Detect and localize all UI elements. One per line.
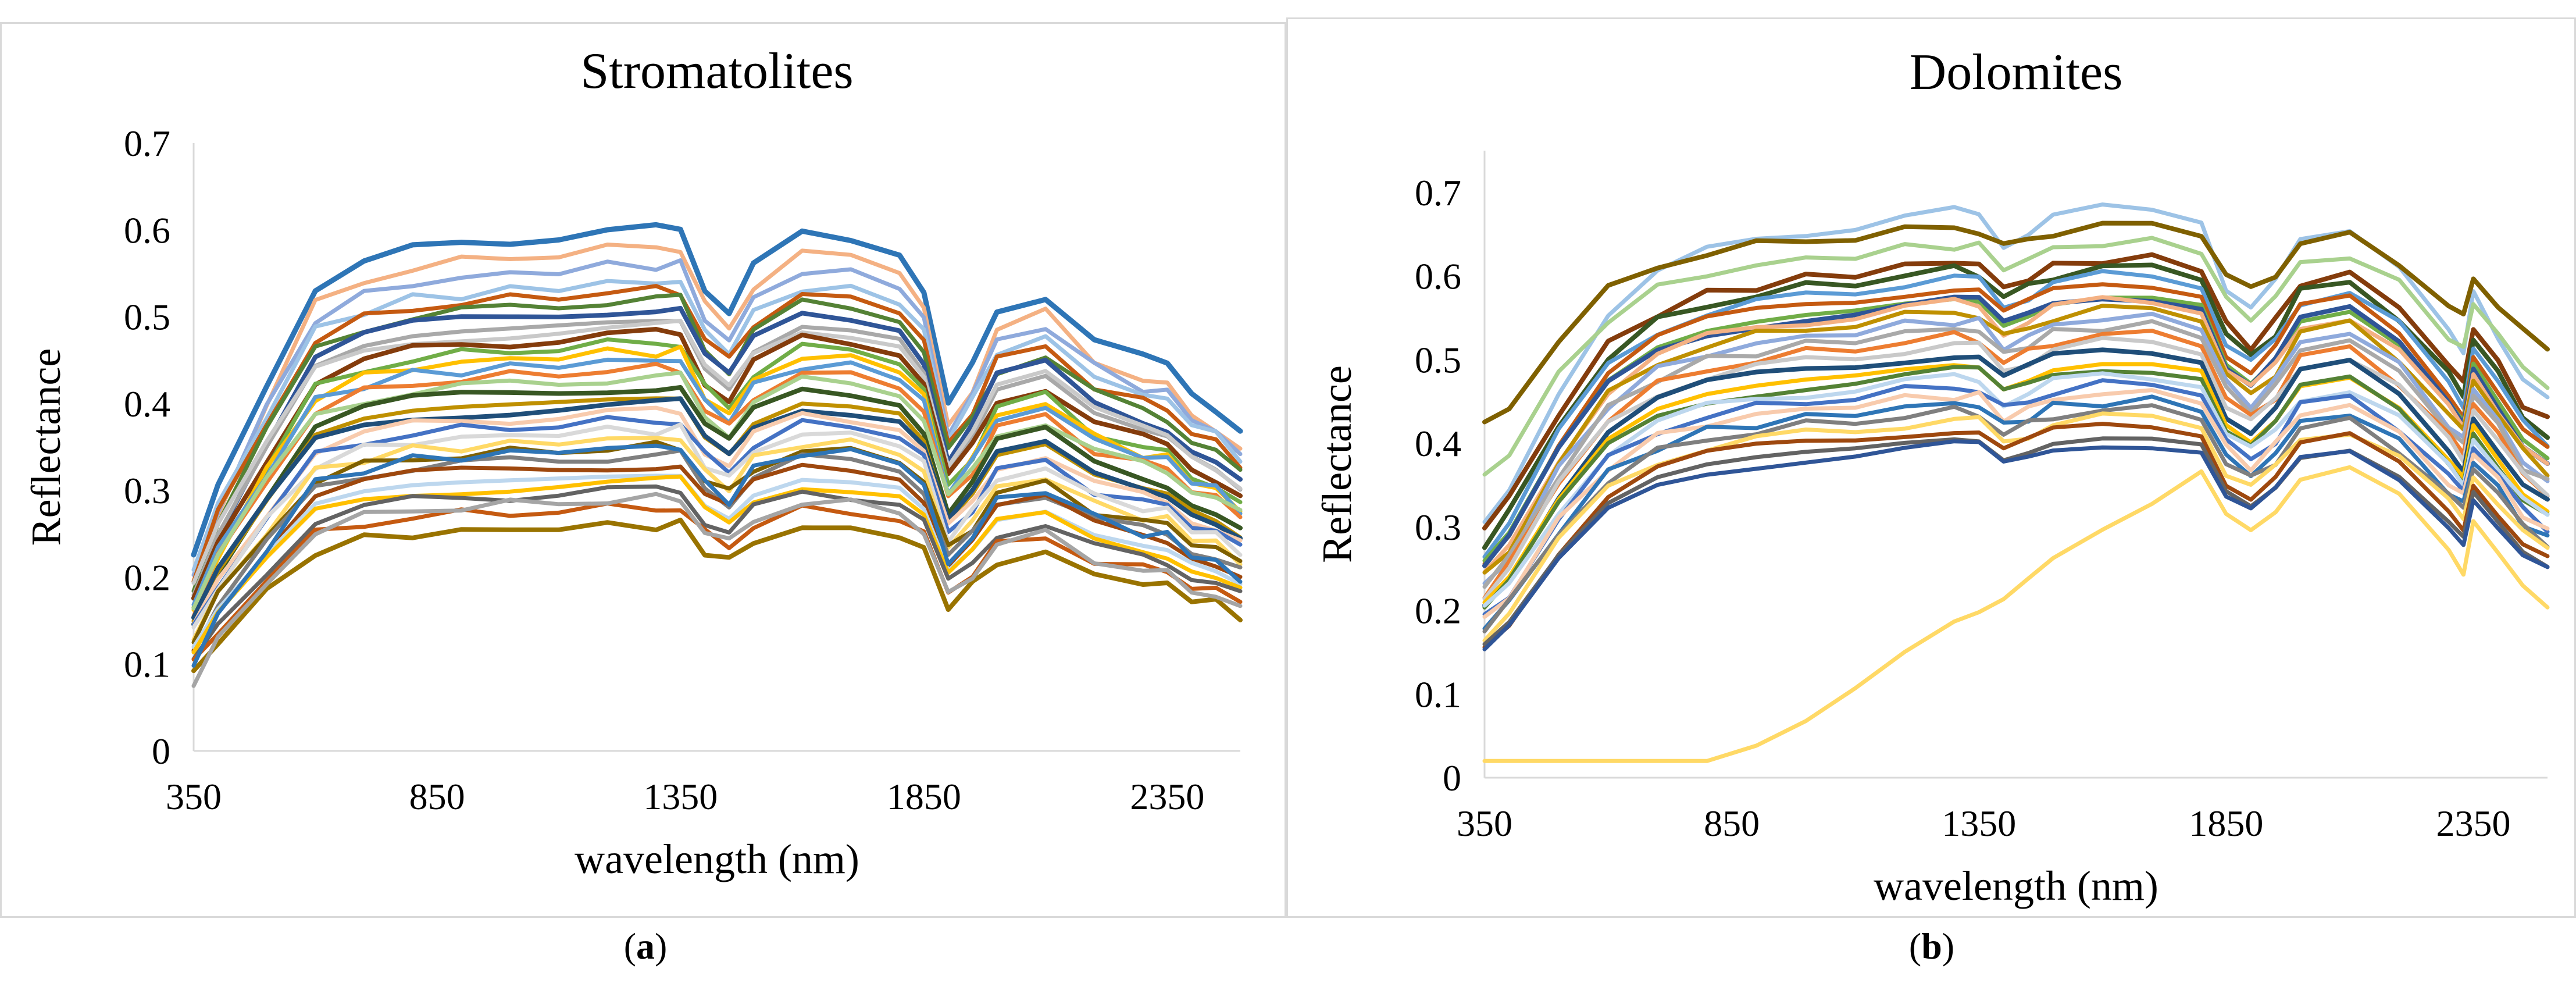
x-tick-label: 2350	[2436, 803, 2510, 844]
chart-stromatolites: Stromatolites 0 0.1 0.2 0.3 0.4 0.5 0.6 0.7 350 85…	[23, 43, 1243, 882]
series-line-d26	[1482, 436, 2550, 646]
x-tick-label: 1350	[1942, 803, 2016, 844]
series-line-s4	[191, 279, 1243, 572]
y-tick-label: 0.5	[1415, 339, 1461, 380]
y-tick-label: 0.6	[124, 209, 170, 251]
y-tick-label: 0.2	[124, 557, 170, 598]
y-tick-label: 0.6	[1415, 256, 1461, 297]
x-tick-label: 1350	[643, 776, 718, 817]
x-axis-label: wavelength (nm)	[1874, 863, 2158, 909]
y-axis-label: Reflectance	[1314, 365, 1360, 563]
series-line-s12	[191, 344, 1243, 612]
y-tick-label: 0.7	[124, 123, 170, 164]
series-line-s16	[191, 385, 1243, 627]
x-tick-label: 850	[409, 776, 465, 817]
x-axis-label: wavelength (nm)	[575, 836, 859, 882]
series-line-s7	[191, 305, 1243, 601]
series-line-d25	[1482, 422, 2550, 650]
x-tick-label: 1850	[887, 776, 961, 817]
chart-panel-stromatolites: Stromatolites 0 0.1 0.2 0.3 0.4 0.5 0.6 0.7 350 85…	[0, 22, 1286, 918]
chart-title: Stromatolites	[580, 43, 853, 99]
x-tick-label: 1850	[2189, 803, 2263, 844]
series-line-d17	[1482, 362, 2550, 605]
caption-a: (a)	[623, 925, 668, 967]
x-tick-label: 2350	[1130, 776, 1204, 817]
series-line-s22	[191, 436, 1243, 642]
series-line-d7	[1482, 282, 2550, 566]
series-line-s27	[191, 474, 1243, 654]
series-line-s25	[191, 462, 1243, 653]
series-line-d28	[1482, 465, 2550, 763]
series-line-d21	[1482, 388, 2550, 619]
series-line-s2	[191, 243, 1243, 583]
y-tick-label: 0.1	[124, 644, 170, 685]
series-line-d10	[1482, 295, 2550, 575]
series-line-s28	[191, 484, 1243, 661]
y-tick-label: 0.4	[124, 383, 170, 425]
series-line-s10	[191, 327, 1243, 601]
series-line-d11	[1482, 304, 2550, 575]
y-tick-label: 0.5	[124, 297, 170, 338]
y-tick-label: 0.3	[1415, 507, 1461, 548]
x-tick-label: 350	[166, 776, 222, 817]
y-axis-label: Reflectance	[23, 348, 69, 546]
series-line-s21	[191, 422, 1243, 629]
series-line-d16	[1482, 347, 2550, 608]
chart-title: Dolomites	[1910, 44, 2123, 101]
y-tick-label: 0	[1443, 757, 1461, 799]
x-tick-label: 350	[1457, 803, 1512, 844]
series-line-d20	[1482, 378, 2550, 617]
series-line-s13	[191, 357, 1243, 607]
series-line-s3	[191, 258, 1243, 578]
series-line-s32	[191, 492, 1243, 688]
series-line-d13	[1482, 319, 2550, 589]
chart-dolomites: Dolomites 0 0.1 0.2 0.3 0.4 0.5 0.6 0.7 350 850 135…	[1314, 44, 2550, 909]
x-tick-label: 850	[1704, 803, 1760, 844]
series-line-s30	[191, 517, 1243, 674]
series-line-d3	[1482, 236, 2550, 477]
series-group	[191, 222, 1243, 688]
series-line-d2	[1482, 220, 2550, 425]
series-line-s18	[191, 396, 1243, 620]
series-line-d19	[1482, 371, 2550, 608]
series-line-d5	[1482, 262, 2550, 550]
y-tick-label: 0.1	[1415, 674, 1461, 715]
chart-panel-dolomites: Dolomites 0 0.1 0.2 0.3 0.4 0.5 0.6 0.7 350 850 135…	[1286, 17, 2576, 918]
series-line-s1	[191, 222, 1243, 558]
series-line-s31	[191, 443, 1243, 668]
series-line-d27	[1482, 439, 2550, 651]
series-line-d4	[1482, 252, 2550, 530]
y-tick-label: 0.3	[124, 470, 170, 511]
series-line-d1	[1482, 202, 2550, 524]
series-line-s19	[191, 405, 1243, 626]
series-line-s9	[191, 318, 1243, 585]
series-line-d23	[1482, 403, 2550, 633]
y-tick-label: 0.4	[1415, 423, 1461, 464]
series-line-s26	[191, 473, 1243, 649]
series-group	[1482, 202, 2550, 763]
y-tick-label: 0.2	[1415, 590, 1461, 632]
series-line-s20	[191, 415, 1243, 627]
y-tick-label: 0	[152, 731, 170, 772]
series-line-d14	[1482, 329, 2550, 600]
y-tick-label: 0.7	[1415, 172, 1461, 213]
caption-b: (b)	[1908, 925, 1955, 967]
